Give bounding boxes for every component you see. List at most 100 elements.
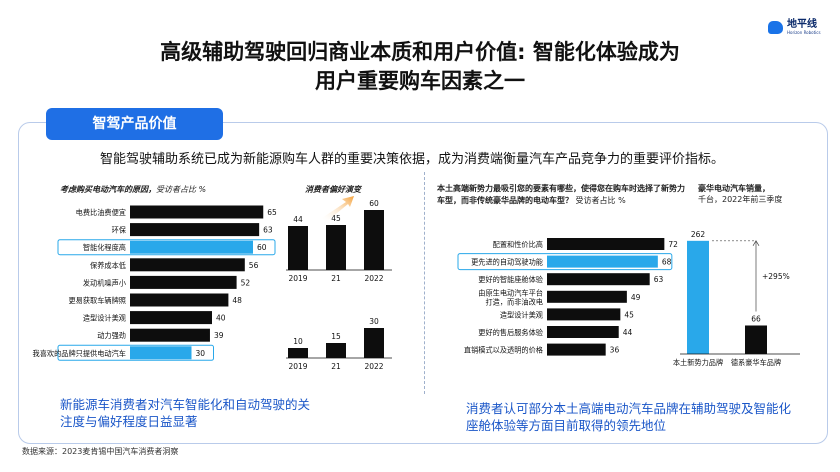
bar xyxy=(326,225,346,270)
bar xyxy=(130,275,237,289)
section-tab: 智驾产品价值 xyxy=(46,108,223,140)
category-label: 更先进的自动驾驶功能 xyxy=(471,258,543,267)
value-label: 40 xyxy=(216,314,226,323)
category-label: 更易获取车辆牌照 xyxy=(68,296,126,305)
right-chart-caption: 本土高端新势力最吸引您的要素有哪些，使得您在购车时选择了新势力车型，而非传统豪华… xyxy=(437,183,687,207)
category-label: 2022 xyxy=(364,362,383,371)
value-label: 262 xyxy=(691,230,706,239)
value-label: 39 xyxy=(214,331,224,340)
value-label: 44 xyxy=(623,328,633,337)
bar xyxy=(364,210,384,270)
category-label: 环保 xyxy=(112,226,127,235)
bar xyxy=(547,290,627,303)
sales-chart-title: 豪华电动汽车销量， xyxy=(698,184,770,193)
growth-annotation: +295% xyxy=(762,272,790,281)
value-label: 63 xyxy=(263,226,273,235)
left-chart-caption: 考虑购买电动汽车的原因，受访者占比 % xyxy=(60,184,206,195)
data-source: 数据来源：2023麦肯锡中国汽车消费者洞察 xyxy=(22,447,179,456)
value-label: 68 xyxy=(662,258,672,267)
logo-mark-icon xyxy=(768,21,783,34)
value-label: 30 xyxy=(196,349,206,358)
sales-chart-caption: 豪华电动汽车销量， 千台，2022年前三季度 xyxy=(698,183,782,205)
growth-arrow-icon xyxy=(322,196,354,222)
bar xyxy=(547,308,621,321)
value-label: 30 xyxy=(369,317,379,326)
category-label: 打造，而非油改电 xyxy=(485,297,543,306)
category-label: 直销模式以及透明的价格 xyxy=(464,346,544,355)
page-title-line1: 高级辅助驾驶回归商业本质和用户价值: 智能化体验成为 xyxy=(160,40,680,64)
category-label: 动力强劲 xyxy=(97,331,126,340)
value-label: 44 xyxy=(293,215,303,224)
bar xyxy=(547,343,606,356)
category-label: 本土新势力品牌 xyxy=(673,358,723,367)
category-label: 电费比油费便宜 xyxy=(76,208,126,217)
category-label: 2019 xyxy=(288,362,307,371)
bar xyxy=(288,348,308,358)
value-label: 45 xyxy=(624,310,634,319)
left-conclusion: 新能源车消费者对汽车智能化和自动驾驶的关注度与偏好程度日益显著 xyxy=(60,397,311,429)
arrow-up-icon xyxy=(752,240,760,246)
highlight-frame xyxy=(57,344,214,361)
bar xyxy=(745,325,767,354)
category-label: 保养成本低 xyxy=(90,261,126,270)
category-label: 由原生电动汽车平台 xyxy=(478,288,543,297)
right-conclusion: 消费者认可部分本土高端电动汽车品牌在辅助驾驶及智能化座舱体验等方面目前取得的领先… xyxy=(466,401,792,433)
category-label: 智能化程度高 xyxy=(83,243,126,252)
bar xyxy=(547,273,650,286)
bar xyxy=(326,343,346,358)
bar xyxy=(130,240,253,254)
category-label: 21 xyxy=(331,274,341,283)
bar xyxy=(130,311,212,325)
category-label: 造型设计美观 xyxy=(83,314,126,323)
left-caption-unit: 受访者占比 % xyxy=(156,185,207,194)
bar xyxy=(288,226,308,270)
trend-chart-title: 消费者偏好演变 xyxy=(305,185,361,194)
category-label: 更好的售后服务体验 xyxy=(478,328,543,337)
category-label: 造型设计美观 xyxy=(500,310,543,319)
value-label: 60 xyxy=(257,243,267,252)
bar xyxy=(130,205,264,219)
value-label: 15 xyxy=(331,332,341,341)
left-caption-title: 考虑购买电动汽车的原因， xyxy=(60,185,156,194)
category-label: 2019 xyxy=(288,274,307,283)
value-label: 52 xyxy=(241,278,251,287)
bar xyxy=(130,223,260,237)
left-bar-chart: 电费比油费便宜 65 环保 63 智能化程度高 60 保养成本低 56 发动机噪声小 52 更易获取… xyxy=(33,205,277,361)
sales-bar-chart: 262 本土新势力品牌 66 德系豪华车品牌 +295% xyxy=(673,230,800,367)
right-caption-unit: 受访者占比 % xyxy=(575,196,626,205)
logo-english: Horizon Robotics xyxy=(787,30,821,35)
logo: 地平线 Horizon Robotics xyxy=(768,20,821,35)
value-label: 10 xyxy=(293,337,303,346)
category-label: 配置和性价比高 xyxy=(493,240,543,249)
sales-chart-subtitle: 千台，2022年前三季度 xyxy=(698,195,783,204)
category-label: 2022 xyxy=(364,274,383,283)
value-label: 63 xyxy=(654,275,664,284)
category-label: 德系豪华车品牌 xyxy=(731,358,781,367)
category-label: 发动机噪声小 xyxy=(83,278,126,287)
bar xyxy=(687,240,709,354)
bar xyxy=(364,328,384,358)
value-label: 36 xyxy=(610,346,620,355)
category-label: 21 xyxy=(331,362,341,371)
right-bar-chart: 配置和性价比高 72 更先进的自动驾驶功能 68 更好的智能座舱体验 63 由原生电动汽车平… xyxy=(457,238,678,356)
value-label: 60 xyxy=(369,199,379,208)
category-label: 我喜欢的品牌只提供电动汽车 xyxy=(33,349,126,358)
intro-text: 智能驾驶辅助系统已成为新能源购车人群的重要决策依据，成为消费端衡量汽车产品竞争力… xyxy=(100,152,725,167)
bar xyxy=(130,346,192,360)
value-label: 66 xyxy=(751,314,761,323)
bar xyxy=(547,326,619,338)
trend-bar-chart: 44 45 60 2019 21 2022 10 15 30 2019 21 2022 xyxy=(286,196,392,371)
bar xyxy=(130,293,229,307)
bar xyxy=(547,238,665,250)
value-label: 45 xyxy=(331,214,341,223)
page-title-line2: 用户重要购车因素之一 xyxy=(315,69,525,93)
value-label: 56 xyxy=(249,261,259,270)
value-label: 48 xyxy=(232,296,242,305)
bar xyxy=(547,255,658,268)
value-label: 72 xyxy=(668,240,678,249)
highlight-frame xyxy=(457,253,673,271)
category-label: 更好的智能座舱体验 xyxy=(478,275,543,284)
value-label: 49 xyxy=(631,293,641,302)
bar xyxy=(130,328,210,342)
